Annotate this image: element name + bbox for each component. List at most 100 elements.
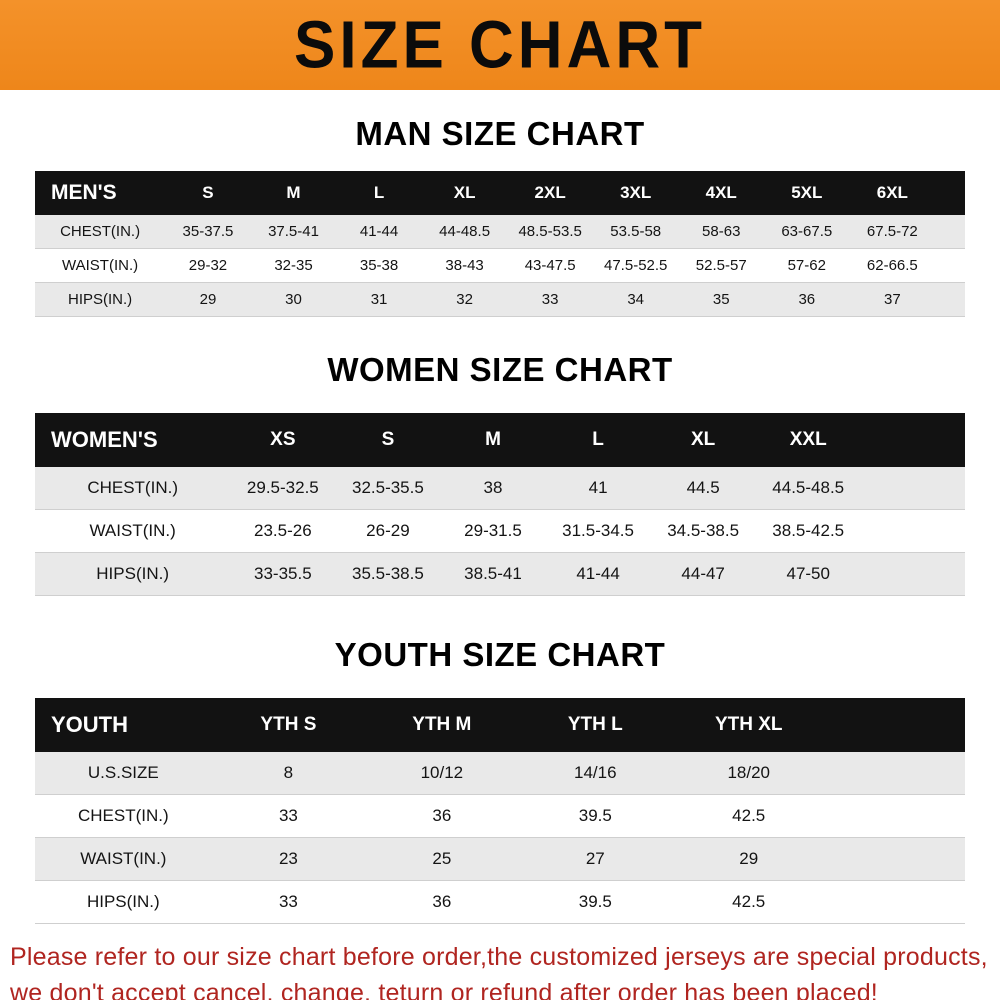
value-cell: 63-67.5 bbox=[764, 215, 850, 249]
women-size-table: WOMEN'S XS S M L XL XXL CHEST(IN.) 29.5-32.5 32.5… bbox=[35, 413, 965, 596]
value-cell: 38.5-42.5 bbox=[755, 509, 861, 553]
value-cell: 48.5-53.5 bbox=[507, 215, 593, 249]
filler-cell bbox=[935, 215, 965, 249]
value-cell: 32-35 bbox=[250, 248, 337, 283]
filler-cell bbox=[860, 413, 965, 467]
value-cell: 29-32 bbox=[165, 248, 251, 283]
filler-cell bbox=[825, 880, 965, 924]
row-label-cell: HIPS(IN.) bbox=[35, 880, 212, 924]
size-header-cell: YTH M bbox=[365, 698, 519, 752]
size-header-cell: S bbox=[165, 171, 251, 215]
value-cell: 43-47.5 bbox=[507, 248, 593, 283]
row-label-cell: U.S.SIZE bbox=[35, 752, 212, 795]
women-size-section: WOMEN SIZE CHART WOMEN'S XS S M L XL XXL CHEST(… bbox=[35, 351, 965, 596]
size-header-cell: 6XL bbox=[849, 171, 936, 215]
table-row: U.S.SIZE 8 10/12 14/16 18/20 bbox=[35, 752, 965, 795]
table-header-row: WOMEN'S XS S M L XL XXL bbox=[35, 413, 965, 467]
value-cell: 32 bbox=[421, 282, 508, 317]
size-header-cell: M bbox=[250, 171, 337, 215]
size-header-cell: XXL bbox=[755, 413, 861, 467]
value-cell: 31 bbox=[336, 282, 422, 317]
value-cell: 35-38 bbox=[336, 248, 422, 283]
size-header-cell: YTH XL bbox=[672, 698, 826, 752]
value-cell: 67.5-72 bbox=[849, 215, 936, 249]
row-label-cell: WAIST(IN.) bbox=[35, 509, 231, 553]
value-cell: 35.5-38.5 bbox=[335, 552, 441, 596]
value-cell: 30 bbox=[250, 282, 337, 317]
size-header-cell: YTH L bbox=[518, 698, 672, 752]
value-cell: 33 bbox=[507, 282, 593, 317]
value-cell: 37.5-41 bbox=[250, 215, 337, 249]
value-cell: 36 bbox=[365, 880, 519, 924]
size-chart-banner: SIZE CHART bbox=[0, 0, 1000, 90]
page-title: SIZE CHART bbox=[294, 7, 706, 83]
value-cell: 39.5 bbox=[518, 880, 672, 924]
filler-cell bbox=[825, 698, 965, 752]
table-row: WAIST(IN.) 23 25 27 29 bbox=[35, 837, 965, 881]
size-header-cell: XL bbox=[650, 413, 756, 467]
row-label-cell: WAIST(IN.) bbox=[35, 837, 212, 881]
value-cell: 38 bbox=[440, 467, 546, 510]
size-header-cell: XS bbox=[230, 413, 336, 467]
table-row: HIPS(IN.) 33-35.5 35.5-38.5 38.5-41 41-44 44-… bbox=[35, 552, 965, 596]
value-cell: 23.5-26 bbox=[230, 509, 336, 553]
value-cell: 33 bbox=[211, 794, 366, 838]
filler-cell bbox=[860, 552, 965, 596]
size-header-cell: XL bbox=[421, 171, 508, 215]
value-cell: 38-43 bbox=[421, 248, 508, 283]
men-size-table: MEN'S S M L XL 2XL 3XL 4XL 5XL 6XL CHEST(IN.) 35-37… bbox=[35, 171, 965, 317]
size-header-cell: YTH S bbox=[211, 698, 366, 752]
filler-cell bbox=[935, 171, 965, 215]
disclaimer-line-2: we don't accept cancel, change, teturn o… bbox=[10, 978, 878, 1000]
filler-cell bbox=[825, 752, 965, 795]
value-cell: 35 bbox=[678, 282, 765, 317]
value-cell: 38.5-41 bbox=[440, 552, 546, 596]
value-cell: 44.5 bbox=[650, 467, 756, 510]
value-cell: 29-31.5 bbox=[440, 509, 546, 553]
size-header-cell: S bbox=[335, 413, 441, 467]
value-cell: 52.5-57 bbox=[678, 248, 765, 283]
row-label-cell: CHEST(IN.) bbox=[35, 215, 166, 249]
men-size-section: MAN SIZE CHART MEN'S S M L XL 2XL 3XL 4XL 5XL 6XL… bbox=[35, 115, 965, 317]
value-cell: 33-35.5 bbox=[230, 552, 336, 596]
value-cell: 10/12 bbox=[365, 752, 519, 795]
table-row: WAIST(IN.) 23.5-26 26-29 29-31.5 31.5-34.5 34… bbox=[35, 509, 965, 553]
row-label-cell: WAIST(IN.) bbox=[35, 248, 166, 283]
filler-cell bbox=[825, 794, 965, 838]
value-cell: 29 bbox=[165, 282, 251, 317]
value-cell: 37 bbox=[849, 282, 936, 317]
value-cell: 36 bbox=[365, 794, 519, 838]
table-row: CHEST(IN.) 29.5-32.5 32.5-35.5 38 41 44.5 44.5… bbox=[35, 467, 965, 510]
size-header-cell: 4XL bbox=[678, 171, 765, 215]
value-cell: 8 bbox=[211, 752, 366, 795]
value-cell: 39.5 bbox=[518, 794, 672, 838]
value-cell: 36 bbox=[764, 282, 850, 317]
value-cell: 44.5-48.5 bbox=[755, 467, 861, 510]
women-section-heading: WOMEN SIZE CHART bbox=[327, 351, 673, 388]
value-cell: 41 bbox=[545, 467, 651, 510]
disclaimer-line-1: Please refer to our size chart before or… bbox=[10, 943, 988, 971]
value-cell: 44-47 bbox=[650, 552, 756, 596]
value-cell: 14/16 bbox=[518, 752, 672, 795]
value-cell: 25 bbox=[365, 837, 519, 881]
table-row: CHEST(IN.) 33 36 39.5 42.5 bbox=[35, 794, 965, 838]
size-header-cell: L bbox=[336, 171, 422, 215]
value-cell: 34 bbox=[592, 282, 679, 317]
row-label-cell: HIPS(IN.) bbox=[35, 282, 166, 317]
size-header-cell: 2XL bbox=[507, 171, 593, 215]
size-header-cell: 5XL bbox=[764, 171, 850, 215]
value-cell: 27 bbox=[518, 837, 672, 881]
row-label-cell: CHEST(IN.) bbox=[35, 467, 231, 510]
value-cell: 41-44 bbox=[336, 215, 422, 249]
table-row: HIPS(IN.) 33 36 39.5 42.5 bbox=[35, 880, 965, 924]
filler-cell bbox=[935, 282, 965, 317]
table-row: HIPS(IN.) 29 30 31 32 33 34 35 36 37 bbox=[35, 282, 965, 317]
value-cell: 18/20 bbox=[672, 752, 826, 795]
table-title-cell: YOUTH bbox=[35, 698, 212, 752]
value-cell: 23 bbox=[211, 837, 366, 881]
table-row: CHEST(IN.) 35-37.5 37.5-41 41-44 44-48.5 48.5… bbox=[35, 215, 965, 249]
youth-section-heading: YOUTH SIZE CHART bbox=[334, 636, 666, 673]
value-cell: 42.5 bbox=[672, 794, 826, 838]
value-cell: 29.5-32.5 bbox=[230, 467, 336, 510]
